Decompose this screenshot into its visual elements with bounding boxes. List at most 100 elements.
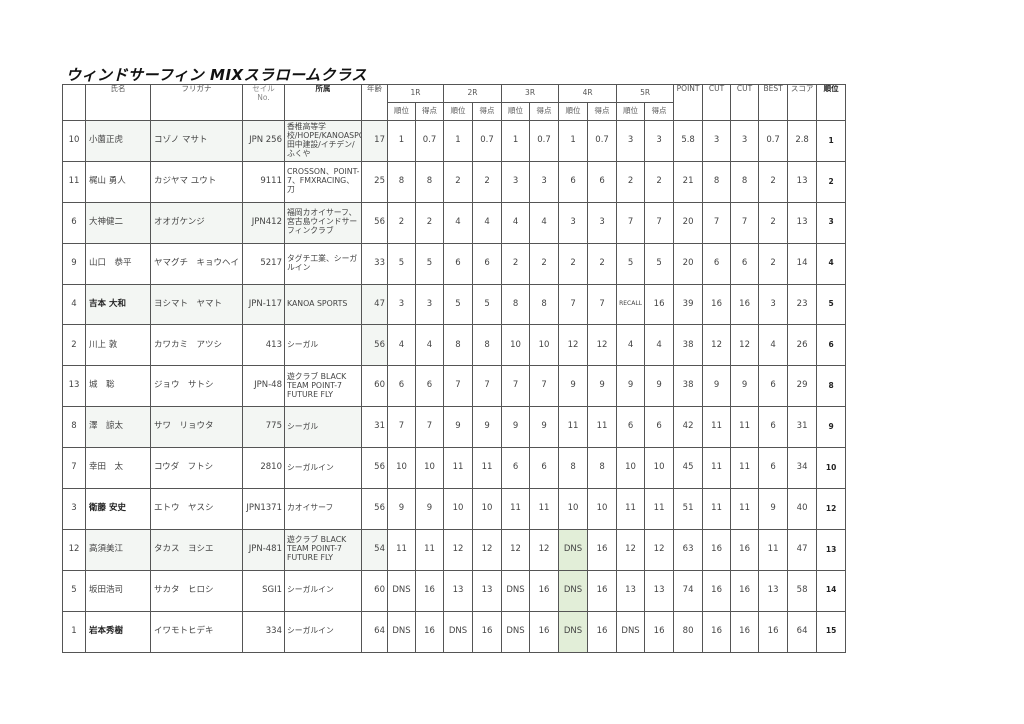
round-points-cell: 4: [529, 201, 560, 244]
name-cell: 山口 恭平: [85, 242, 151, 285]
header-club: 所属: [284, 84, 362, 121]
round-rank-cell: 3: [387, 283, 416, 326]
cut-1-cell: 11: [702, 406, 732, 449]
round-points-cell: 3: [529, 160, 560, 203]
table-row: 9 山口 恭平 ヤマグチ キョウヘイ 5217 タグチ工業、シーガルイン 33 5 5 6 6 2 2…: [62, 242, 847, 285]
round-points-cell: 2: [472, 160, 503, 203]
subheader-rank: 順位: [387, 102, 416, 121]
point-cell: 51: [673, 488, 704, 530]
cut-1-cell: 6: [702, 242, 732, 285]
point-cell: 5.8: [673, 120, 704, 162]
furigana-cell: コゾノ マサト: [150, 120, 243, 162]
entry-number-cell: 10: [62, 120, 86, 162]
round-points-cell: 10: [587, 488, 618, 530]
best-cell: 6: [758, 406, 789, 449]
cut-1-cell: 16: [702, 528, 732, 571]
sail-number-cell: JPN1371: [242, 488, 285, 530]
cut-1-cell: 11: [702, 447, 732, 490]
round-points-cell: 3: [587, 201, 618, 244]
cut-2-cell: 11: [730, 406, 760, 449]
round-points-cell: 16: [644, 610, 675, 653]
round-rank-cell: 12: [501, 528, 531, 571]
round-points-cell: 0.7: [414, 120, 445, 162]
round-rank-cell: 11: [616, 488, 646, 530]
round-rank-cell: 5: [387, 242, 416, 285]
round-rank-cell: 6: [387, 365, 416, 408]
club-cell: KANOA SPORTS: [284, 283, 362, 326]
club-cell: CROSSON、POINT-7、FMXRACING、刀: [284, 160, 362, 203]
furigana-cell: ジョウ サトシ: [150, 365, 243, 408]
furigana-cell: カワカミ アツシ: [150, 324, 243, 367]
table-row: 7 幸田 太コウダ フトシ 2810 シーガルイン 56 10 10 11 11 6 6 8 8 10 10…: [62, 447, 847, 490]
point-cell: 42: [673, 406, 704, 449]
best-cell: 6: [758, 365, 789, 408]
cut-1-cell: 16: [702, 283, 732, 326]
score-cell: 47: [787, 528, 818, 571]
entry-number-cell: 3: [62, 488, 86, 530]
round-points-cell: 6: [529, 447, 560, 490]
cut-1-cell: 16: [702, 569, 732, 612]
round-points-cell: 11: [529, 488, 560, 530]
cut-1-cell: 7: [702, 201, 732, 244]
table-row: 4 吉本 大和 ヨシマト ヤマト JPN-117 KANOA SPORTS 47 3 3 5 5 8…: [62, 283, 847, 326]
furigana-cell: コウダ フトシ: [150, 447, 243, 490]
round-points-cell: 10: [472, 488, 503, 530]
cut-1-cell: 12: [702, 324, 732, 367]
round-points-cell: 10: [529, 324, 560, 367]
round-rank-cell: DNS: [387, 610, 416, 653]
round-rank-cell: 8: [501, 283, 531, 326]
round-rank-cell: 4: [387, 324, 416, 367]
final-rank-cell: 15: [816, 610, 847, 653]
round-points-cell: 5: [472, 283, 503, 326]
score-cell: 58: [787, 569, 818, 612]
table-row: 12 高須美江 タカス ヨシエ JPN-481 遊クラブ BLACK TEAM POIN…: [62, 528, 847, 571]
score-cell: 64: [787, 610, 818, 653]
name-cell: 岩本秀樹: [85, 610, 151, 653]
furigana-cell: エトウ ヤスシ: [150, 488, 243, 530]
score-cell: 14: [787, 242, 818, 285]
round-rank-cell: DNS: [558, 569, 589, 612]
header-round-5: 5R: [616, 84, 675, 103]
round-points-cell: 6: [587, 160, 618, 203]
age-cell: 54: [361, 528, 388, 571]
point-cell: 39: [673, 283, 704, 326]
round-points-cell: 16: [472, 610, 503, 653]
sail-number-cell: JPN-117: [242, 283, 285, 326]
round-points-cell: 9: [587, 365, 618, 408]
round-rank-cell: 6: [443, 242, 474, 285]
round-rank-cell: 1: [387, 120, 416, 162]
header-round-3: 3R: [501, 84, 560, 103]
point-cell: 38: [673, 365, 704, 408]
cut-2-cell: 16: [730, 569, 760, 612]
round-rank-cell: DNS: [501, 569, 531, 612]
subheader-rank: 順位: [616, 102, 646, 121]
round-rank-cell: 12: [443, 528, 474, 571]
round-points-cell: 16: [644, 283, 675, 326]
cut-1-cell: 16: [702, 610, 732, 653]
point-cell: 38: [673, 324, 704, 367]
entry-number-cell: 2: [62, 324, 86, 367]
round-points-cell: 12: [644, 528, 675, 571]
header-furigana: フリガナ: [150, 84, 243, 121]
point-cell: 45: [673, 447, 704, 490]
round-rank-cell: 10: [558, 488, 589, 530]
entry-number-cell: 5: [62, 569, 86, 612]
final-rank-cell: 8: [816, 365, 847, 408]
point-cell: 20: [673, 242, 704, 285]
header-rank: 順位: [816, 84, 847, 121]
best-cell: 3: [758, 283, 789, 326]
name-cell: 小薗正虎: [85, 120, 151, 162]
table-row: 3 衛藤 安史 エトウ ヤスシ JPN1371 カオイサーフ 56 9 9 10 10 11 11 10…: [62, 488, 847, 530]
score-cell: 2.8: [787, 120, 818, 162]
club-cell: タグチ工業、シーガルイン: [284, 242, 362, 285]
round-points-cell: 11: [587, 406, 618, 449]
cut-2-cell: 16: [730, 610, 760, 653]
final-rank-cell: 2: [816, 160, 847, 203]
score-cell: 34: [787, 447, 818, 490]
round-points-cell: 3: [644, 120, 675, 162]
round-rank-cell: 7: [387, 406, 416, 449]
round-rank-cell: 3: [501, 160, 531, 203]
